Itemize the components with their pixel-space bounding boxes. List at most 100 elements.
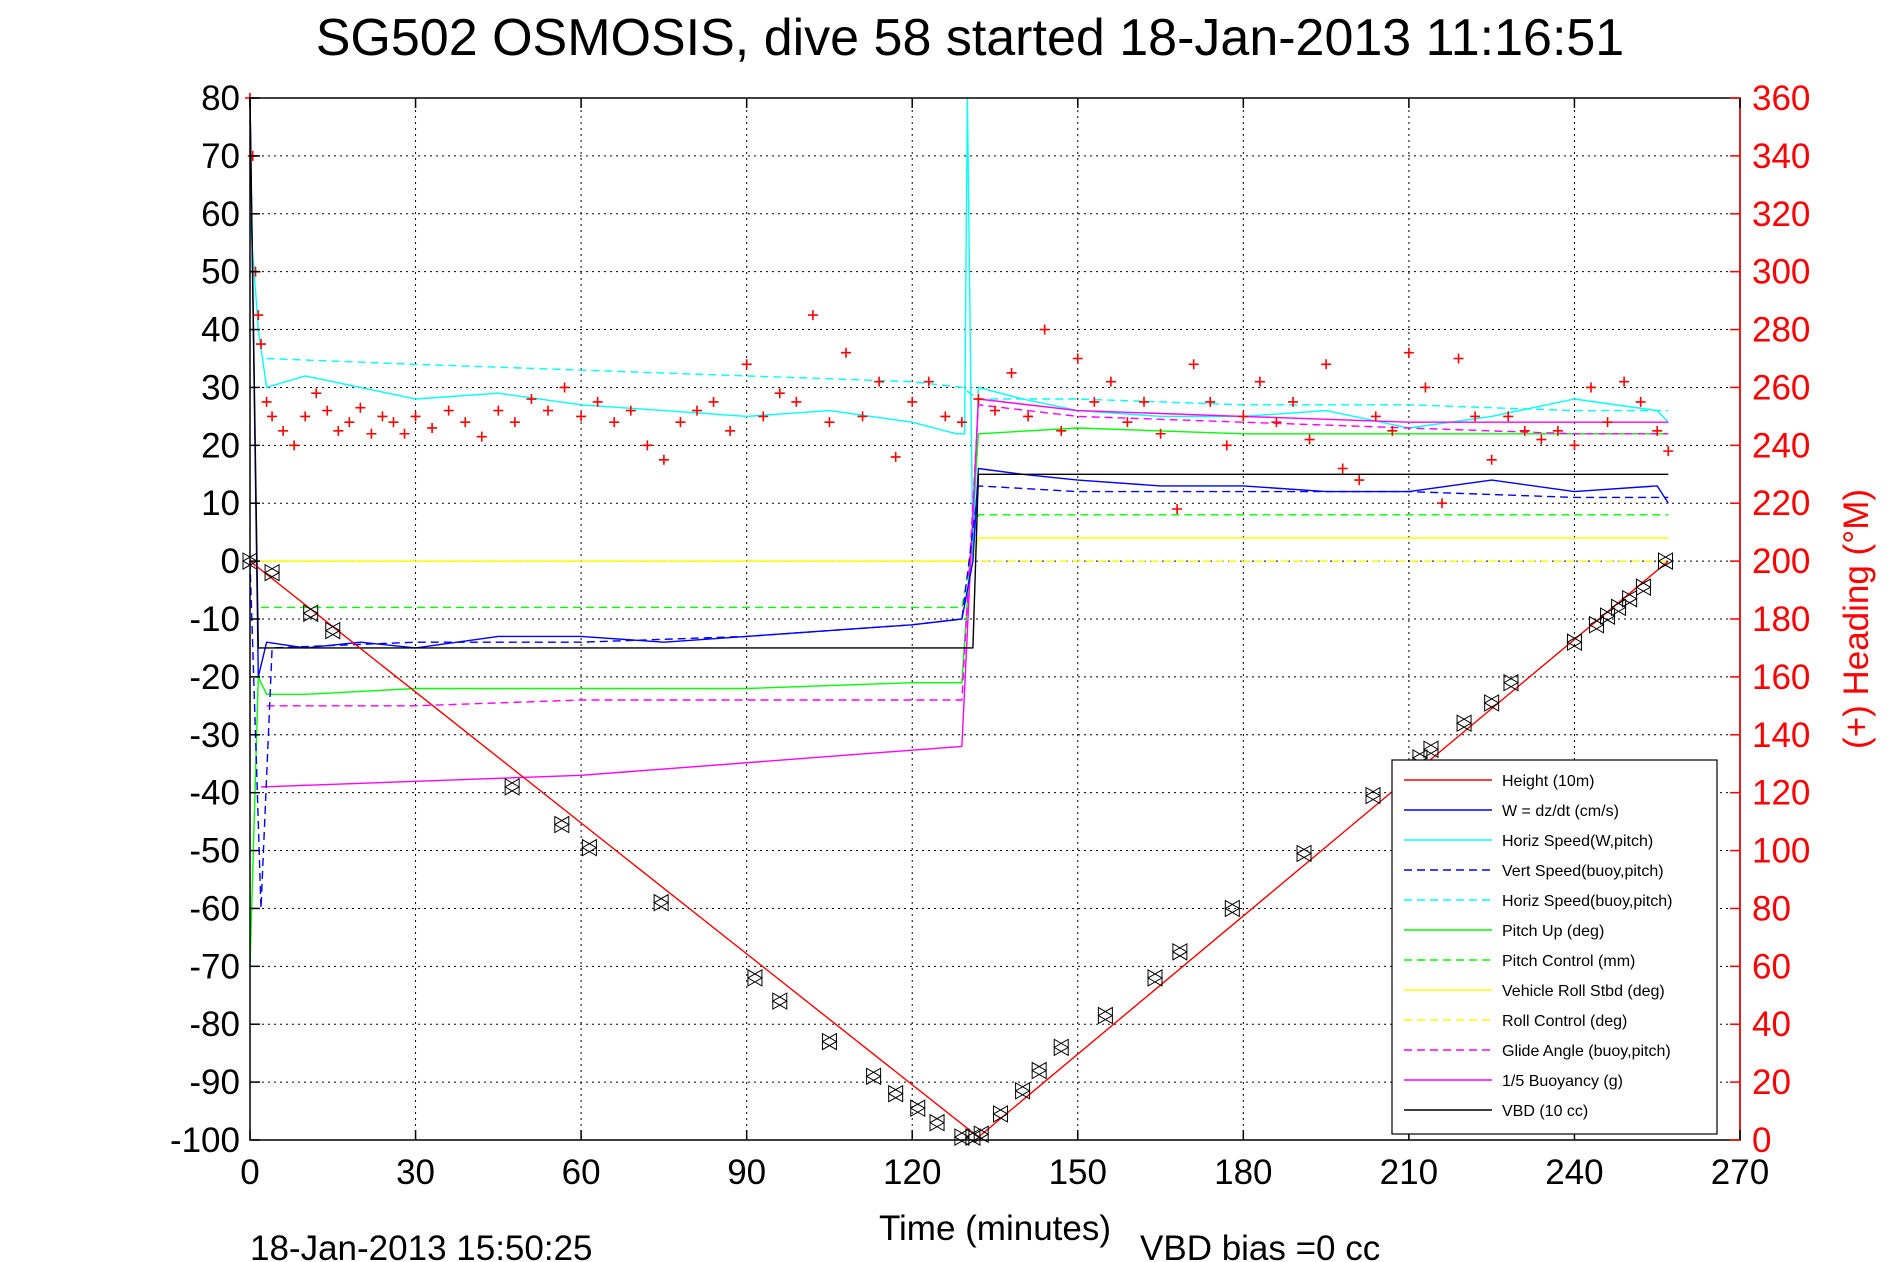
legend-entry: Glide Angle (buoy,pitch) — [1502, 1043, 1671, 1060]
heading-marker — [443, 405, 454, 416]
x-axis: 0 30 60 90 120 150 180 210 240 270 — [240, 98, 1769, 1192]
heading-marker — [874, 376, 885, 387]
series-line — [249, 427, 1669, 967]
heading-marker — [642, 440, 653, 451]
heading-marker — [1470, 411, 1481, 422]
heading-marker — [956, 417, 967, 428]
dive-marker — [1365, 786, 1382, 805]
heading-marker — [427, 422, 438, 433]
footer-timestamp: 18-Jan-2013 15:50:25 — [250, 1229, 593, 1262]
series-layer — [249, 97, 1669, 1138]
heading-marker — [311, 388, 322, 399]
y-right-tick-label: 0 — [1752, 1121, 1771, 1160]
chart-title: SG502 OSMOSIS, dive 58 started 18-Jan-20… — [316, 9, 1624, 67]
dive-marker — [653, 893, 670, 912]
dive-marker — [1621, 589, 1638, 608]
x-tick-label: 120 — [883, 1153, 941, 1192]
y-right-tick-label: 140 — [1752, 716, 1810, 755]
heading-marker — [1586, 382, 1596, 393]
heading-marker — [460, 417, 471, 428]
heading-marker — [824, 417, 835, 428]
heading-marker — [1387, 425, 1398, 436]
legend-entry: Horiz Speed(buoy,pitch) — [1502, 893, 1672, 910]
y-right-tick-label: 60 — [1752, 947, 1791, 986]
y-tick-label: 70 — [201, 137, 240, 176]
y-tick-label: -100 — [170, 1121, 240, 1160]
dive-marker — [887, 1084, 904, 1103]
heading-marker — [289, 440, 300, 451]
y-right-tick-label: 260 — [1752, 368, 1810, 407]
dive-marker — [1483, 694, 1500, 712]
y-tick-label: -30 — [189, 716, 240, 755]
heading-marker — [543, 405, 553, 416]
y-right-tick-label: 200 — [1752, 542, 1810, 581]
x-tick-label: 90 — [727, 1153, 766, 1192]
heading-marker — [1238, 411, 1249, 422]
series-line — [249, 97, 1669, 562]
series-line — [266, 404, 1669, 707]
y-right-tick-label: 320 — [1752, 195, 1810, 234]
heading-marker — [1486, 454, 1497, 465]
dive-marker — [1147, 969, 1164, 987]
dive-marker — [553, 815, 570, 834]
x-tick-label: 240 — [1545, 1153, 1603, 1192]
heading-marker — [388, 417, 399, 428]
legend-entry: Horiz Speed(W,pitch) — [1502, 833, 1653, 850]
heading-marker — [725, 425, 736, 436]
y-right-tick-label: 180 — [1752, 600, 1810, 639]
y-tick-label: 20 — [201, 426, 240, 465]
y-axis-right-label: (+) Heading (°M) — [1837, 489, 1876, 749]
heading-marker — [990, 405, 1000, 416]
y-tick-label: -60 — [189, 889, 240, 928]
legend-entry: Vehicle Roll Stbd (deg) — [1502, 983, 1665, 1000]
heading-marker — [493, 405, 504, 416]
heading-marker — [256, 339, 267, 350]
dive-marker — [264, 563, 281, 582]
series-line — [261, 514, 1669, 609]
heading-marker — [1569, 440, 1580, 451]
y-tick-label: 10 — [201, 484, 240, 523]
y-tick-label: -20 — [189, 658, 240, 697]
heading-marker — [1089, 396, 1100, 407]
heading-marker — [857, 411, 868, 422]
y-right-tick-label: 20 — [1752, 1063, 1791, 1102]
dive-marker — [1224, 899, 1241, 918]
heading-marker — [1403, 347, 1414, 358]
dive-marker — [1014, 1081, 1031, 1100]
heading-marker — [333, 425, 344, 436]
dive-marker — [324, 621, 341, 640]
footer-vbd-bias: VBD bias =0 cc — [1140, 1229, 1380, 1262]
heading-marker — [1503, 411, 1514, 422]
y-tick-label: -40 — [189, 774, 240, 813]
dive-marker — [1296, 844, 1313, 863]
series-line — [266, 357, 1669, 412]
y-tick-label: -10 — [189, 600, 240, 639]
dive-marker — [1097, 1006, 1114, 1025]
y-tick-label: 30 — [201, 368, 240, 407]
heading-marker — [1663, 446, 1674, 457]
legend-entry: W = dz/dt (cm/s) — [1502, 803, 1619, 820]
dive-marker — [1031, 1061, 1048, 1080]
y-right-tick-label: 220 — [1752, 484, 1810, 523]
heading-marker — [509, 417, 520, 428]
heading-marker — [1453, 353, 1464, 364]
heading-marker — [1536, 434, 1547, 445]
heading-marker — [267, 411, 278, 422]
heading-marker — [1122, 417, 1133, 428]
legend-entry: Vert Speed(buoy,pitch) — [1502, 863, 1664, 880]
heading-marker — [399, 428, 410, 439]
dive-marker — [1657, 552, 1674, 570]
heading-marker — [1652, 425, 1663, 436]
heading-marker — [377, 411, 388, 422]
heading-marker — [1437, 498, 1447, 509]
heading-marker — [625, 405, 636, 416]
heading-marker — [410, 411, 421, 422]
dive-marker — [581, 838, 598, 857]
y-tick-label: -70 — [189, 947, 240, 986]
dive-marker — [909, 1099, 926, 1118]
dive-marker — [821, 1032, 838, 1051]
heading-marker — [907, 396, 918, 407]
heading-marker — [1205, 396, 1216, 407]
dive-marker — [746, 969, 763, 987]
